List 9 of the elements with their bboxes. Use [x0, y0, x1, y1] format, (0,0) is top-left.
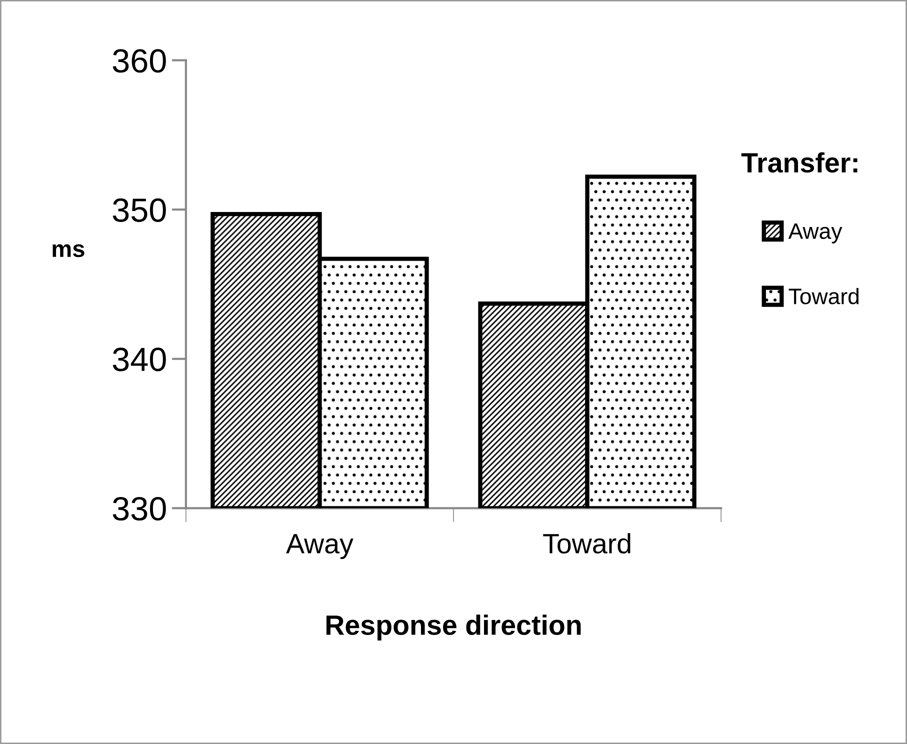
legend-label: Toward	[788, 288, 859, 304]
y-tick-label: 330	[112, 496, 166, 521]
y-axis-title: ms	[52, 244, 84, 258]
y-tick-label: 360	[112, 49, 166, 73]
legend-label: Away	[788, 224, 842, 244]
x-axis-title: Response direction	[326, 614, 581, 640]
y-tick-label: 350	[112, 198, 166, 222]
legend-title: Transfer:	[741, 152, 858, 173]
y-tick-label: 340	[112, 348, 166, 372]
